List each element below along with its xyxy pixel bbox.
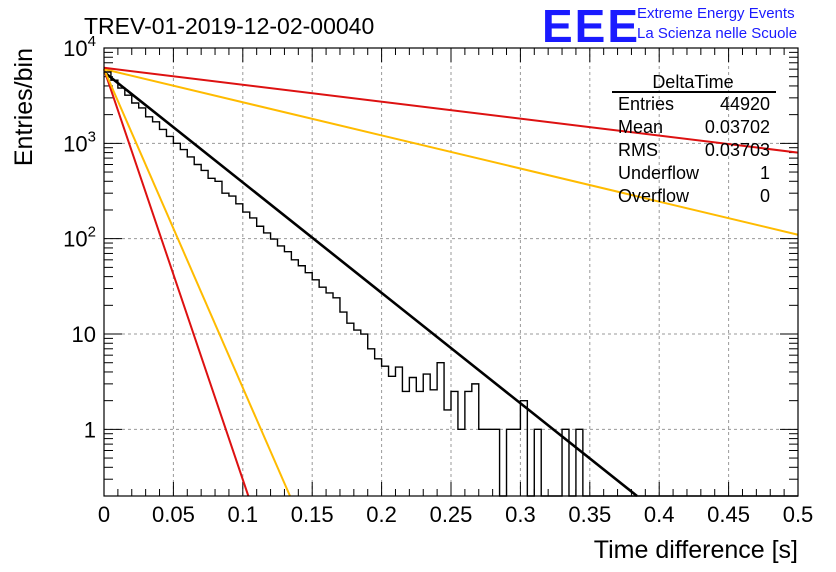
y-tick-label: 103 xyxy=(63,128,96,156)
x-tick-label: 0.5 xyxy=(783,502,814,527)
stats-row-label: Underflow xyxy=(618,163,700,183)
logo-line-1: Extreme Energy Events xyxy=(637,5,795,22)
stats-row-label: Entries xyxy=(618,94,674,114)
x-tick-label: 0.05 xyxy=(152,502,195,527)
x-tick-label: 0.35 xyxy=(568,502,611,527)
y-tick-label: 102 xyxy=(63,224,96,252)
stats-row-value: 0 xyxy=(760,186,770,206)
stats-row-label: RMS xyxy=(618,140,658,160)
x-tick-label: 0 xyxy=(98,502,110,527)
x-tick-label: 0.15 xyxy=(291,502,334,527)
logo-line-2: La Scienza nelle Scuole xyxy=(637,25,797,42)
logo-letters: EEE xyxy=(542,0,640,52)
stats-row-label: Mean xyxy=(618,117,663,137)
x-tick-label: 0.2 xyxy=(366,502,397,527)
x-axis-title: Time difference [s] xyxy=(594,536,798,564)
plot-frame xyxy=(103,47,799,497)
series-line-2 xyxy=(103,68,291,497)
stats-row-value: 44920 xyxy=(720,94,770,114)
x-tick-label: 0.4 xyxy=(644,502,675,527)
series-line-1 xyxy=(103,68,250,497)
stats-row-value: 1 xyxy=(760,163,770,183)
x-tick-label: 0.25 xyxy=(430,502,473,527)
x-tick-label: 0.45 xyxy=(707,502,750,527)
series-line-0 xyxy=(103,70,638,498)
y-tick-label: 10 xyxy=(72,322,96,347)
stats-box: DeltaTime Entries 44920 Mean 0.03702 RMS 0.03… xyxy=(612,72,776,206)
plot-area xyxy=(103,66,799,498)
stats-row-value: 0.03702 xyxy=(705,117,770,137)
x-tick-label: 0.1 xyxy=(228,502,259,527)
eee-logo: EEE Extreme Energy Events La Scienza nel… xyxy=(542,0,797,52)
x-tick-label: 0.3 xyxy=(505,502,536,527)
stats-title: DeltaTime xyxy=(652,72,733,92)
y-tick-label: 1 xyxy=(84,417,96,442)
y-tick-label: 104 xyxy=(63,33,96,61)
series-line-3 xyxy=(103,68,799,236)
stats-row-value: 0.03703 xyxy=(705,140,770,160)
x-tick-labels: 0 0.05 0.1 0.15 0.2 0.25 0.3 0.35 0.4 0.45 0.5 xyxy=(98,502,813,527)
chart-title: TREV-01-2019-12-02-00040 xyxy=(84,13,374,39)
y-tick-labels: 1 10 102 103 104 xyxy=(63,33,96,442)
y-axis-title: Entries/bin xyxy=(10,48,38,166)
series-line-4 xyxy=(103,66,799,154)
stats-row-label: Overflow xyxy=(618,186,690,206)
